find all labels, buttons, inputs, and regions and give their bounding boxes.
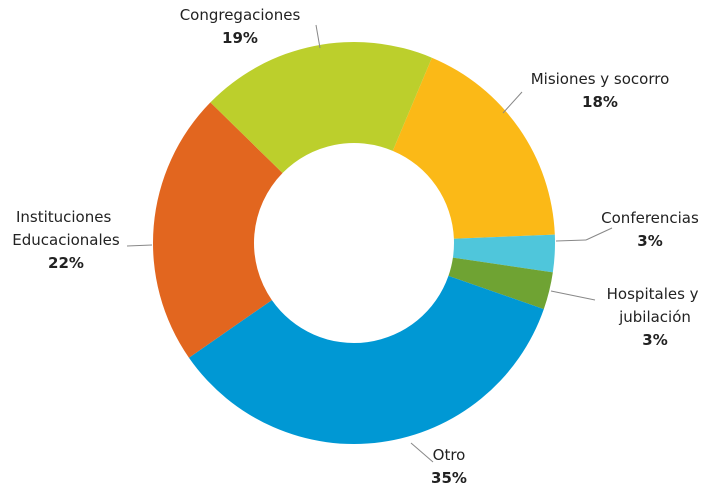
- leader-line: [502, 91, 523, 114]
- label-line: jubilación: [618, 308, 691, 326]
- leader-line: [555, 239, 587, 242]
- leader-line: [550, 290, 596, 301]
- slice-label: Congregaciones: [180, 6, 301, 24]
- leader-line: [410, 442, 434, 463]
- slice-percent: 35%: [431, 469, 467, 487]
- donut-slice: [188, 275, 544, 444]
- slice-label: Conferencias: [601, 209, 699, 227]
- donut-slice: [153, 102, 283, 358]
- slice-label: Otro: [433, 446, 466, 464]
- slice-label: Misiones y socorro: [531, 70, 670, 88]
- donut-slice: [210, 41, 432, 174]
- label-line: Hospitales y: [607, 285, 704, 303]
- slice-percent: 3%: [637, 232, 662, 250]
- donut-slice: [392, 57, 555, 239]
- leader-line: [126, 244, 153, 247]
- label-line: Instituciones: [16, 208, 116, 226]
- slice-percent: 19%: [222, 29, 258, 47]
- slice-percent: 22%: [48, 254, 84, 272]
- slice-percent: 3%: [642, 331, 667, 349]
- donut-slice: [452, 234, 555, 273]
- slice-percent: 18%: [582, 93, 618, 111]
- donut-slice: [448, 257, 553, 310]
- leader-line: [585, 227, 613, 241]
- slice-label: Instituciones Educacionales: [12, 208, 120, 249]
- slice-label: Hospitales y jubilación: [607, 285, 704, 326]
- label-line: Educacionales: [12, 231, 120, 249]
- leader-line: [315, 24, 321, 49]
